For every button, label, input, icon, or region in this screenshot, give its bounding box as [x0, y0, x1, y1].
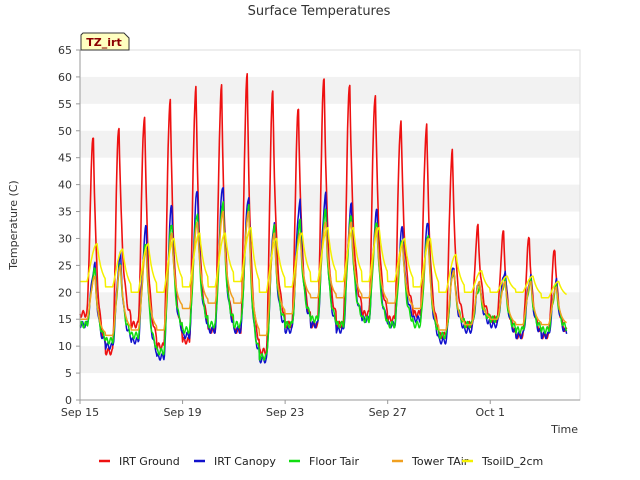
y-tick-label: 25 — [58, 259, 72, 272]
y-tick-label: 15 — [58, 313, 72, 326]
y-tick-label: 60 — [58, 71, 72, 84]
x-tick-label: Sep 19 — [163, 406, 201, 419]
y-tick-label: 55 — [58, 98, 72, 111]
legend: IRT Ground IRT Canopy Floor Tair Tower TAir… — [99, 455, 543, 468]
y-tick-label: 50 — [58, 125, 72, 138]
legend-item-tower-tair: Tower TAir — [392, 455, 469, 468]
y-axis-title: Temperature (C) — [7, 180, 20, 270]
y-tick-label: 30 — [58, 232, 72, 245]
y-tick-label: 45 — [58, 152, 72, 165]
plot-area — [80, 50, 580, 400]
y-tick-label: 20 — [58, 286, 72, 299]
y-tick-label: 0 — [65, 394, 72, 407]
legend-item-floor-tair: Floor Tair — [289, 455, 360, 468]
x-tick-label: Sep 27 — [369, 406, 407, 419]
x-tick-label: Oct 1 — [475, 406, 505, 419]
y-tick-label: 65 — [58, 44, 72, 57]
x-axis-title: Time — [550, 423, 578, 436]
legend-label: Tower TAir — [411, 455, 469, 468]
legend-item-tsoild-2cm: TsoilD_2cm — [462, 455, 543, 468]
x-tick-label: Sep 23 — [266, 406, 304, 419]
badge: TZ_irt — [80, 32, 130, 51]
y-tick-label: 10 — [58, 340, 72, 353]
chart-title: Surface Temperatures — [248, 4, 391, 19]
y-tick-label: 35 — [58, 206, 72, 219]
legend-label: IRT Canopy — [214, 455, 276, 468]
y-tick-label: 40 — [58, 179, 72, 192]
series-line-tower-tair — [79, 210, 567, 337]
axes: 0 5 10 15 20 25 30 35 40 45 50 55 60 65 Sep 15 Sep 19 Se… — [58, 44, 581, 419]
x-tick-label: Sep 15 — [61, 406, 99, 419]
legend-item-irt-ground: IRT Ground — [99, 455, 180, 468]
badge-label: TZ_irt — [86, 36, 121, 49]
series-layer — [79, 73, 568, 364]
y-tick-label: 5 — [65, 367, 72, 380]
legend-label: IRT Ground — [119, 455, 180, 468]
series-line-tsoild-2cm — [79, 226, 567, 299]
legend-label: Floor Tair — [309, 455, 360, 468]
legend-item-irt-canopy: IRT Canopy — [194, 455, 276, 468]
legend-label: TsoilD_2cm — [481, 455, 543, 468]
